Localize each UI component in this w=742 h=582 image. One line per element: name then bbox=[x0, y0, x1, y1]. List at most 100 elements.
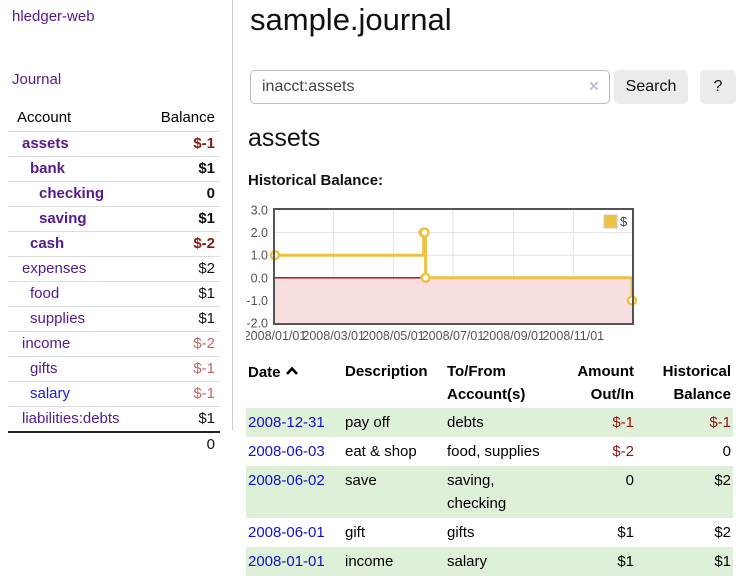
register-col-description: Description bbox=[345, 363, 428, 380]
transaction-balance: 0 bbox=[722, 443, 731, 460]
account-row-assets: assets $-1 bbox=[8, 131, 220, 157]
balance-chart-svg: 3.0 2.0 1.0 0.0 -1.0 -2.02008/01/012008/03/01… bbox=[244, 204, 638, 343]
sidebar-item-journal[interactable]: Journal bbox=[12, 71, 62, 88]
search-form: ✕ Search ? bbox=[250, 70, 742, 104]
account-link-gifts[interactable]: gifts bbox=[30, 360, 58, 377]
transaction-date-link[interactable]: 2008-06-03 bbox=[248, 443, 325, 460]
account-row-saving: saving $1 bbox=[8, 206, 220, 232]
transaction-amount: $-1 bbox=[612, 414, 634, 431]
account-link-bank[interactable]: bank bbox=[30, 160, 66, 177]
transaction-description: eat & shop bbox=[345, 443, 417, 460]
transaction-accounts: food, supplies bbox=[447, 443, 540, 460]
register-row: 2008-01-01 income salary $1 $1 bbox=[246, 547, 733, 576]
transaction-amount: $1 bbox=[617, 553, 634, 570]
help-button[interactable]: ? bbox=[700, 70, 736, 104]
account-row-gifts: gifts $-1 bbox=[8, 356, 220, 382]
accounts-table: Account Balance assets $-1 bank $1 check… bbox=[8, 106, 220, 457]
account-row-income: income $-2 bbox=[8, 331, 220, 357]
register-row: 2008-06-03 eat & shop food, supplies $-2… bbox=[246, 437, 733, 466]
sort-asc-icon bbox=[285, 360, 299, 383]
register-col-balance: Historical Balance bbox=[662, 363, 731, 403]
accounts-col-balance: Balance bbox=[160, 109, 215, 126]
account-row-supplies: supplies $1 bbox=[8, 306, 220, 332]
account-link-liabilities-debts[interactable]: liabilities:debts bbox=[22, 410, 120, 427]
account-row-food: food $1 bbox=[8, 281, 220, 307]
app-brand-link[interactable]: hledger-web bbox=[12, 8, 95, 25]
account-link-expenses[interactable]: expenses bbox=[22, 260, 87, 277]
svg-text:1.0: 1.0 bbox=[251, 249, 268, 263]
account-heading: assets bbox=[248, 124, 321, 152]
account-balance: $1 bbox=[198, 285, 215, 302]
transaction-balance: $2 bbox=[714, 472, 731, 489]
transaction-balance: $-1 bbox=[709, 414, 731, 431]
register-row: 2008-06-01 gift gifts $1 $2 bbox=[246, 518, 733, 547]
account-balance: $-1 bbox=[193, 135, 215, 152]
svg-text:2.0: 2.0 bbox=[251, 226, 268, 240]
clear-search-icon[interactable]: ✕ bbox=[588, 78, 600, 94]
register-col-amount: Amount Out/In bbox=[577, 363, 634, 403]
account-balance: $-1 bbox=[193, 360, 215, 377]
search-button[interactable]: Search bbox=[614, 70, 688, 104]
register-col-date[interactable]: Date bbox=[246, 358, 345, 408]
account-balance: $-2 bbox=[193, 235, 215, 252]
svg-text:3.0: 3.0 bbox=[251, 204, 268, 218]
transaction-accounts: saving, checking bbox=[447, 472, 507, 512]
account-row-cash: cash $-2 bbox=[8, 231, 220, 257]
svg-text:0.0: 0.0 bbox=[251, 271, 268, 285]
page-title: sample.journal bbox=[250, 2, 452, 37]
account-balance: $2 bbox=[198, 260, 215, 277]
account-balance: $1 bbox=[198, 310, 215, 327]
transaction-date-link[interactable]: 2008-01-01 bbox=[248, 553, 325, 570]
account-link-supplies[interactable]: supplies bbox=[30, 310, 86, 327]
transaction-amount: $-2 bbox=[612, 443, 634, 460]
svg-text:2008/01/01: 2008/01/01 bbox=[246, 329, 306, 343]
register-table: Date Description To/From Account(s) Amou… bbox=[246, 358, 733, 576]
transaction-description: gift bbox=[345, 524, 366, 541]
account-balance: 0 bbox=[206, 185, 215, 202]
transaction-balance: $1 bbox=[714, 553, 731, 570]
sidebar: hledger-web Journal Account Balance asse… bbox=[0, 0, 233, 453]
account-link-cash[interactable]: cash bbox=[30, 235, 65, 252]
account-link-food[interactable]: food bbox=[30, 285, 60, 302]
register-col-accounts: To/From Account(s) bbox=[447, 363, 526, 403]
svg-text:-1.0: -1.0 bbox=[246, 294, 268, 308]
transaction-description: pay off bbox=[345, 414, 390, 431]
account-balance: $-2 bbox=[193, 335, 215, 352]
account-balance: $1 bbox=[198, 410, 215, 427]
transaction-amount: $1 bbox=[617, 524, 634, 541]
search-input[interactable] bbox=[250, 70, 610, 104]
transaction-accounts: gifts bbox=[447, 524, 475, 541]
accounts-table-header: Account Balance bbox=[8, 106, 220, 132]
svg-text:2008/07/01: 2008/07/01 bbox=[422, 329, 485, 343]
register-row: 2008-12-31 pay off debts $-1 $-1 bbox=[246, 408, 733, 437]
svg-text:-2.0: -2.0 bbox=[246, 317, 268, 331]
account-row-checking: checking 0 bbox=[8, 181, 220, 207]
accounts-col-account: Account bbox=[17, 109, 72, 126]
transaction-description: income bbox=[345, 553, 394, 570]
transaction-date-link[interactable]: 2008-12-31 bbox=[248, 414, 325, 431]
svg-text:$: $ bbox=[620, 214, 628, 229]
svg-text:2008/03/01: 2008/03/01 bbox=[302, 329, 365, 343]
account-link-saving[interactable]: saving bbox=[39, 210, 87, 227]
accounts-total-row: 0 bbox=[8, 432, 220, 457]
transaction-accounts: debts bbox=[447, 414, 484, 431]
accounts-total-value: 0 bbox=[206, 436, 215, 453]
account-row-bank: bank $1 bbox=[8, 156, 220, 182]
transaction-description: save bbox=[345, 472, 377, 489]
account-link-income[interactable]: income bbox=[22, 335, 71, 352]
account-link-salary[interactable]: salary bbox=[30, 385, 71, 402]
transaction-date-link[interactable]: 2008-06-01 bbox=[248, 524, 325, 541]
account-link-checking[interactable]: checking bbox=[39, 185, 105, 202]
account-balance: $1 bbox=[198, 160, 215, 177]
transaction-date-link[interactable]: 2008-06-02 bbox=[248, 472, 325, 489]
svg-text:2008/11/01: 2008/11/01 bbox=[542, 329, 604, 343]
historical-balance-chart: 3.0 2.0 1.0 0.0 -1.0 -2.0 2008/01/01 2008/03/01… bbox=[244, 203, 742, 351]
account-link-assets[interactable]: assets bbox=[22, 135, 69, 152]
register-header-row: Date Description To/From Account(s) Amou… bbox=[246, 358, 733, 408]
register-row: 2008-06-02 save saving, checking 0 $2 bbox=[246, 466, 733, 518]
account-balance: $-1 bbox=[193, 385, 215, 402]
svg-text:2008/09/01: 2008/09/01 bbox=[482, 329, 545, 343]
account-balance: $1 bbox=[198, 210, 215, 227]
account-row-salary: salary $-1 bbox=[8, 381, 220, 407]
account-row-expenses: expenses $2 bbox=[8, 256, 220, 282]
